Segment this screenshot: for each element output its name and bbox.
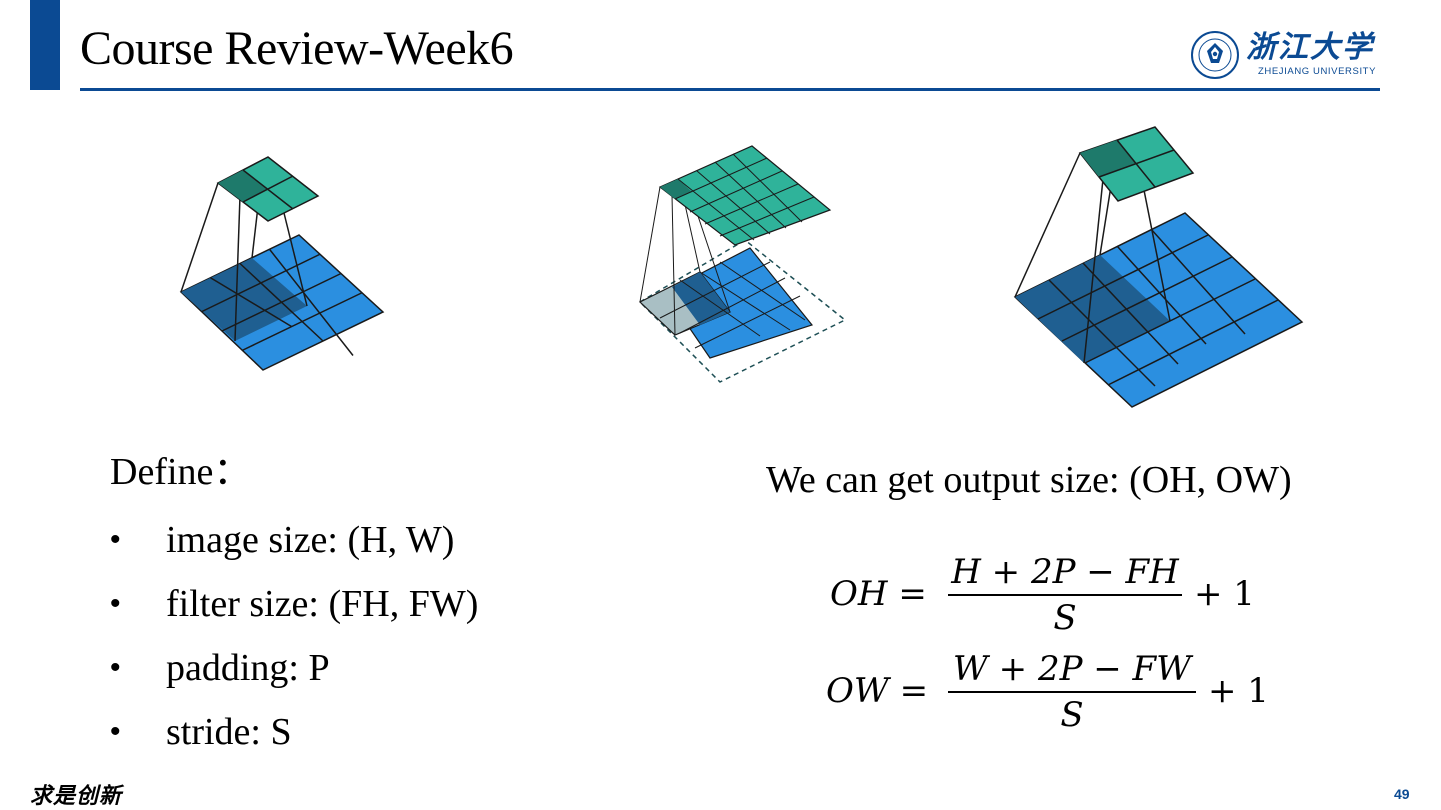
- fraction-bar: [948, 691, 1196, 693]
- formula-oh-lhs: OH =: [830, 574, 927, 614]
- logo-english-name: ZHEJIANG UNIVERSITY: [1258, 66, 1377, 77]
- formula-oh-rhs: + 1: [1194, 574, 1255, 614]
- definition-stride: stride: S: [166, 711, 292, 753]
- university-logo: 浙江大学 ZHEJIANG UNIVERSITY: [1190, 30, 1380, 82]
- logo-chinese-name: 浙江大学: [1246, 30, 1374, 65]
- footer-slogan: 求是创新: [30, 783, 123, 809]
- page-title: Course Review-Week6: [80, 22, 514, 75]
- formula-oh-numerator: H + 2P − FH: [951, 552, 1179, 592]
- bullet-icon: •: [110, 523, 121, 556]
- formula-ow-fraction: W + 2P − FW S: [948, 647, 1196, 737]
- list-item: • image size: (H, W): [110, 508, 478, 572]
- list-item: • stride: S: [110, 700, 478, 764]
- convolution-figure-no-padding: [179, 156, 385, 371]
- define-heading: Define：: [110, 451, 252, 493]
- convolution-illustrations: [179, 126, 1304, 408]
- convolution-figure-stride: [1013, 126, 1304, 408]
- page-number: 49: [1394, 786, 1410, 802]
- list-item: • padding: P: [110, 636, 478, 700]
- definition-padding: padding: P: [166, 647, 330, 689]
- list-item: • filter size: (FH, FW): [110, 572, 478, 636]
- bullet-icon: •: [110, 651, 121, 684]
- definition-image-size: image size: (H, W): [166, 519, 455, 561]
- title-accent-bar: [30, 0, 60, 90]
- formula-oh-denominator: S: [1053, 598, 1077, 638]
- bullet-icon: •: [110, 715, 121, 748]
- university-seal-icon: [1191, 31, 1239, 79]
- formula-ow-numerator: W + 2P − FW: [952, 649, 1192, 689]
- bullet-icon: •: [110, 587, 121, 620]
- fraction-bar: [948, 594, 1182, 596]
- formula-oh-fraction: H + 2P − FH S: [948, 550, 1182, 640]
- output-size-statement: We can get output size: (OH, OW): [766, 459, 1292, 501]
- formula-ow-lhs: OW =: [826, 671, 929, 711]
- formula-ow-denominator: S: [1060, 695, 1084, 735]
- definition-filter-size: filter size: (FH, FW): [166, 583, 479, 625]
- convolution-figure-with-padding: [638, 145, 847, 383]
- formula-ow: OW = W + 2P − FW S + 1: [826, 647, 1286, 739]
- title-underline: [80, 88, 1380, 91]
- definition-list: • image size: (H, W) • filter size: (FH, F…: [110, 508, 478, 764]
- formula-oh: OH = H + 2P − FH S + 1: [830, 550, 1270, 642]
- formula-ow-rhs: + 1: [1208, 671, 1269, 711]
